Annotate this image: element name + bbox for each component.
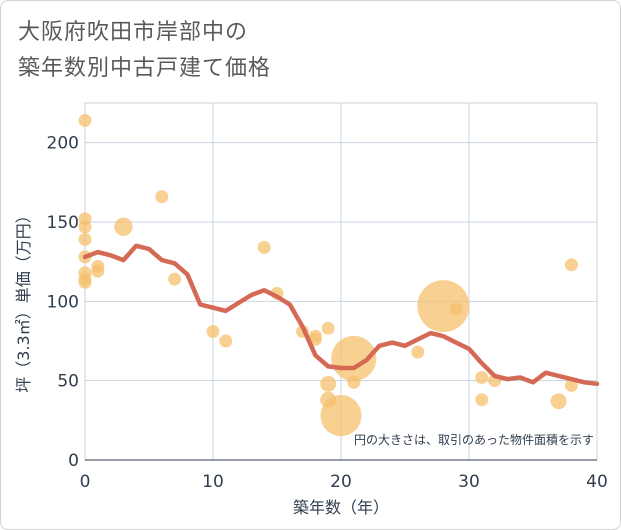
data-bubble [91, 264, 105, 278]
data-bubble [219, 334, 233, 348]
chart-title-line-2: 築年数別中古戸建て価格 [18, 56, 272, 81]
y-tick-label: 0 [68, 451, 79, 471]
data-bubble [320, 395, 362, 437]
data-bubble [321, 321, 335, 335]
data-bubble [347, 375, 361, 389]
data-bubble [417, 280, 470, 333]
trend-series [82, 243, 600, 387]
y-tick-label: 100 [47, 292, 79, 312]
x-tick-label: 20 [330, 472, 352, 492]
chart-title: 大阪府吹田市岸部中の 築年数別中古戸建て価格 [18, 15, 438, 87]
y-tick-label: 150 [47, 213, 79, 233]
x-tick-label: 40 [586, 472, 608, 492]
data-bubble [257, 240, 271, 254]
data-bubble [78, 220, 92, 234]
size-annotation: 円の大きさは、取引のあった物件面積を示す [354, 432, 594, 447]
data-bubble [78, 113, 92, 127]
data-bubble [475, 393, 489, 407]
data-bubble [320, 375, 337, 392]
data-bubble [206, 324, 220, 338]
trend-line [82, 243, 600, 387]
data-bubble [78, 232, 92, 246]
bubble-series [78, 113, 578, 437]
x-tick-label: 10 [202, 472, 224, 492]
y-tick-label: 50 [57, 372, 79, 392]
data-bubble [411, 345, 425, 359]
y-axis-label: 坪（3.3㎡）単価（万円） [14, 207, 33, 392]
x-axis-label: 築年数（年） [293, 498, 389, 517]
data-bubble [168, 272, 182, 286]
x-tick-label: 0 [80, 472, 91, 492]
y-axis-ticks: 0 50 100 150 200 [47, 134, 79, 471]
data-bubble [564, 258, 578, 272]
data-bubble [114, 217, 133, 236]
data-bubble [550, 393, 567, 410]
x-axis-ticks: 0 10 20 30 40 [80, 472, 608, 492]
data-bubble [155, 190, 169, 204]
x-tick-label: 30 [458, 472, 480, 492]
data-bubble [449, 302, 463, 316]
y-tick-label: 200 [47, 134, 79, 154]
data-bubble [475, 370, 489, 384]
data-bubble [78, 275, 92, 289]
chart-title-line-1: 大阪府吹田市岸部中の [18, 20, 249, 45]
